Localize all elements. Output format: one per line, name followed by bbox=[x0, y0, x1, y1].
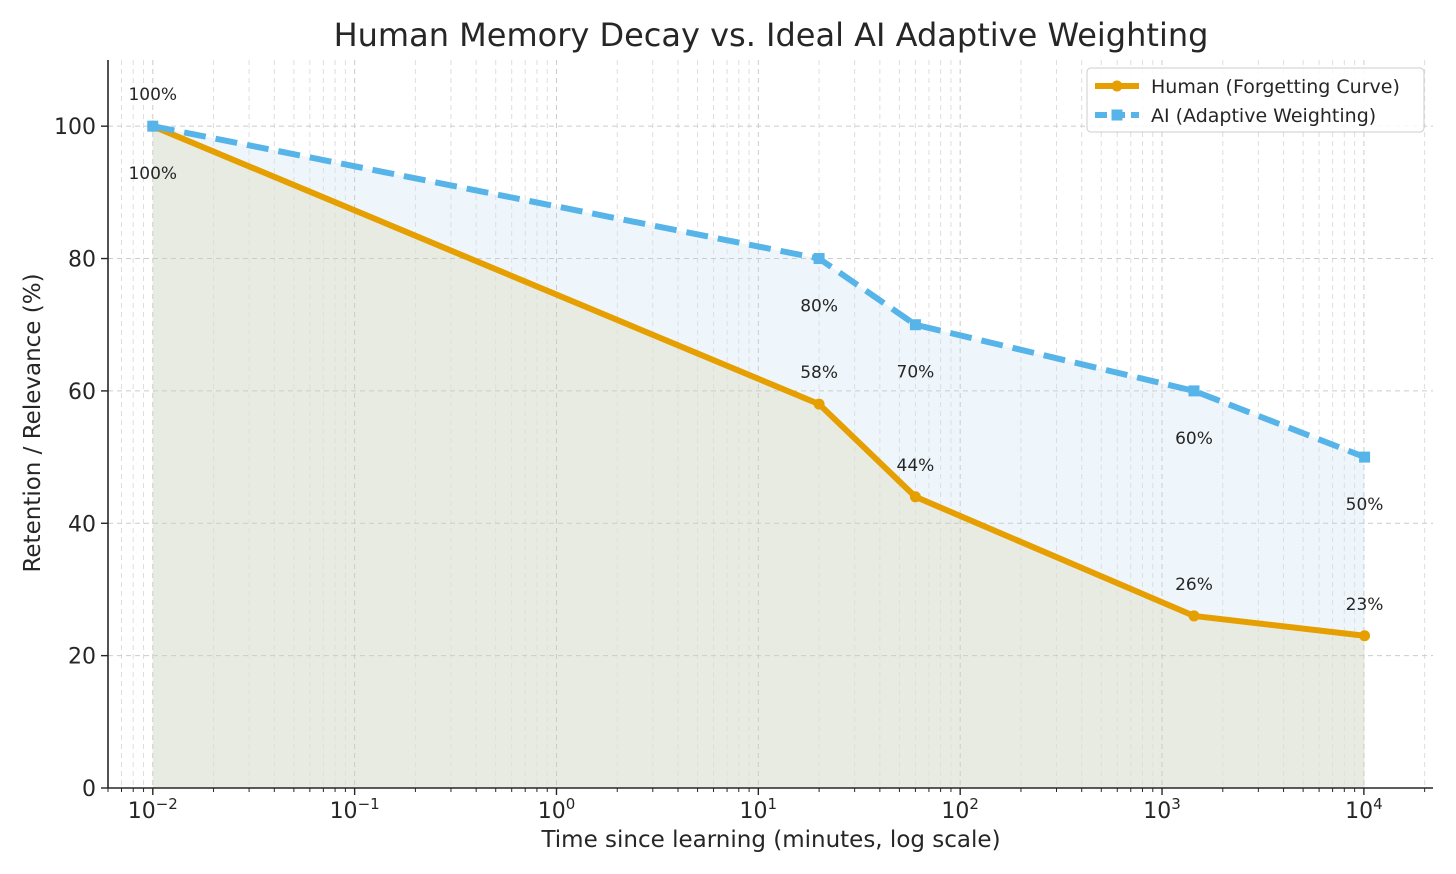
x-axis-label: Time since learning (minutes, log scale) bbox=[540, 827, 1000, 853]
data-label-human: 44% bbox=[897, 456, 935, 476]
y-tick-label: 0 bbox=[82, 777, 96, 802]
data-point-ai bbox=[909, 319, 921, 331]
x-tick-label: 10−1 bbox=[330, 795, 380, 824]
legend: Human (Forgetting Curve) AI (Adaptive Wei… bbox=[1086, 67, 1425, 133]
data-label-ai: 60% bbox=[1175, 429, 1213, 449]
data-point-human bbox=[909, 491, 921, 503]
legend-label-ai: AI (Adaptive Weighting) bbox=[1151, 105, 1376, 127]
legend-label-human: Human (Forgetting Curve) bbox=[1151, 76, 1400, 98]
data-label-human: 100% bbox=[128, 85, 177, 105]
data-point-human bbox=[1359, 630, 1371, 642]
chart-title: Human Memory Decay vs. Ideal AI Adaptive… bbox=[334, 16, 1209, 54]
data-labels: 100% 58% 44% 26% 23% 100% 80% 70% 60% 50% bbox=[128, 85, 1383, 615]
series-layer bbox=[147, 120, 1371, 642]
x-tick-label: 103 bbox=[1143, 795, 1181, 824]
data-label-human: 23% bbox=[1346, 595, 1384, 615]
x-tick-label: 101 bbox=[740, 795, 778, 824]
y-axis-label: Retention / Relevance (%) bbox=[20, 273, 46, 572]
legend-box bbox=[1086, 67, 1425, 133]
data-point-ai bbox=[1359, 451, 1371, 463]
legend-marker-ai bbox=[1111, 109, 1123, 121]
x-tick-label: 100 bbox=[538, 795, 576, 824]
y-tick-label: 80 bbox=[68, 248, 96, 273]
x-tick-label: 102 bbox=[941, 795, 979, 824]
data-point-ai bbox=[813, 253, 825, 265]
data-label-ai: 50% bbox=[1346, 495, 1384, 515]
x-tick-label: 104 bbox=[1345, 795, 1383, 824]
data-label-ai: 80% bbox=[800, 297, 838, 317]
data-label-ai: 100% bbox=[128, 164, 177, 184]
data-point-ai bbox=[1188, 385, 1200, 397]
axes: 0 20 40 60 80 100 10−2 10−1 100 101 102 103 104 bbox=[54, 60, 1433, 824]
legend-marker-human bbox=[1111, 80, 1123, 92]
data-point-human bbox=[1188, 610, 1200, 622]
y-tick-label: 40 bbox=[68, 512, 96, 537]
y-tick-label: 20 bbox=[68, 645, 96, 670]
x-tick-label: 10−2 bbox=[128, 795, 178, 824]
data-point-ai bbox=[147, 120, 159, 132]
data-point-human bbox=[813, 398, 825, 410]
series-line-ai bbox=[152, 123, 1366, 460]
grid-lines bbox=[107, 60, 1433, 788]
data-label-human: 26% bbox=[1175, 575, 1213, 595]
y-tick-label: 60 bbox=[68, 380, 96, 405]
data-label-ai: 70% bbox=[897, 363, 935, 383]
y-tick-label: 100 bbox=[54, 115, 96, 140]
data-label-human: 58% bbox=[800, 363, 838, 383]
